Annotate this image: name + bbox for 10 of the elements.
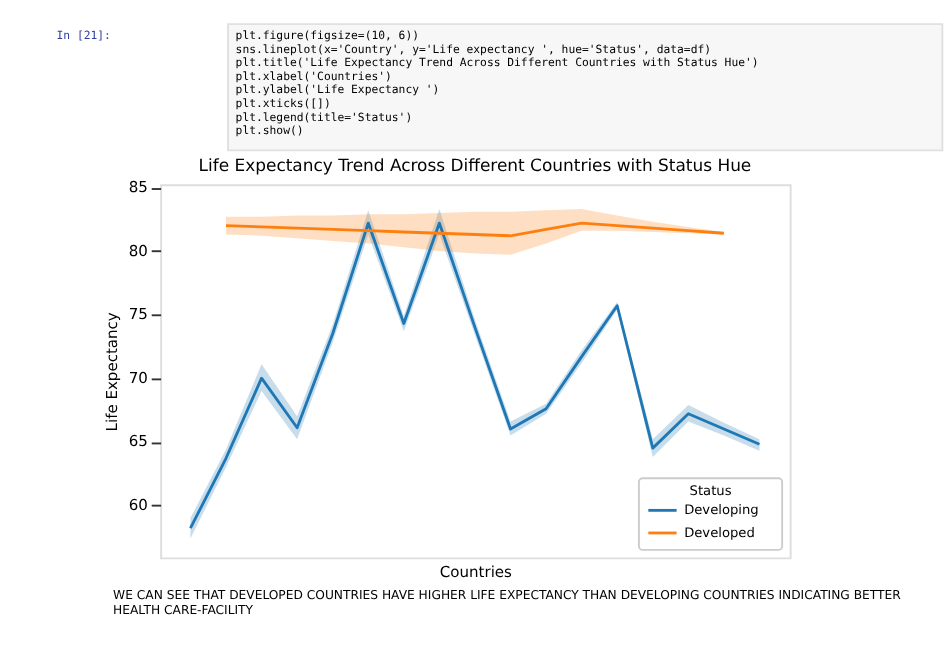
line-series: [224, 221, 726, 238]
y-tick-label: 65: [128, 432, 149, 451]
y-tick-label: 80: [128, 241, 149, 260]
y-axis-title: Life Expectancy: [103, 311, 122, 432]
y-tick-label: 85: [128, 178, 149, 197]
y-tick-label: 60: [128, 496, 149, 515]
y-tick-label: 75: [128, 305, 149, 324]
chart-title: Life Expectancy Trend Across Different Countries with Status Hue: [198, 154, 752, 175]
y-tick-label: 70: [128, 368, 149, 387]
x-axis-title: Countries: [439, 563, 513, 582]
